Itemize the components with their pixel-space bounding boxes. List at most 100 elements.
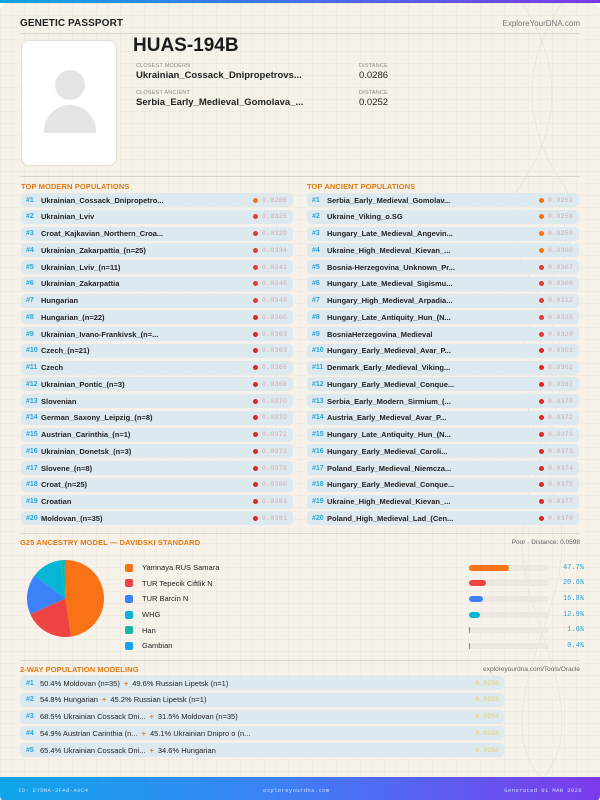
rank: #5 (312, 263, 320, 271)
population-row[interactable]: #7 Hungary_High_Medieval_Arpadia... 0.0312 (307, 293, 579, 308)
component-percent: 0.4% (567, 641, 584, 650)
population-row[interactable]: #16 Ukrainian_Donetsk_(n=3) 0.0373 (21, 444, 293, 459)
population-row[interactable]: #5 Ukrainian_Lviv_(n=11) 0.0341 (21, 260, 293, 274)
distance-value: 0.0373 (548, 431, 574, 438)
fit-dot-icon (253, 247, 258, 253)
rank: #4 (26, 246, 34, 254)
population-row[interactable]: #10 Czech_(n=21) 0.0363 (21, 343, 293, 358)
population-name: Ukrainian_Pontic_(n=3) (41, 379, 125, 389)
site-link[interactable]: ExploreYourDNA.com (502, 18, 580, 28)
model-row[interactable]: #3 68.5% Ukrainian Cossack Dni... +31.5% M… (20, 709, 504, 724)
population-row[interactable]: #5 Bosnia-Herzegovina_Unknown_Pr... 0.0307 (307, 260, 579, 274)
population-row[interactable]: #7 Hungarian 0.0348 (21, 293, 293, 308)
population-row[interactable]: #17 Poland_Early_Medieval_Niemcza... 0.037… (307, 461, 579, 475)
population-name: Bosnia-Herzegovina_Unknown_Pr... (327, 262, 455, 272)
plus-icon: + (149, 745, 154, 755)
population-name: Austria_Early_Medieval_Avar_P... (327, 413, 447, 423)
population-row[interactable]: #20 Poland_High_Medieval_Lad_(Cen... 0.037… (307, 511, 579, 526)
distance-value: 0.0286 (262, 196, 288, 204)
population-row[interactable]: #2 Ukraine_Viking_o.SG 0.0258 (307, 209, 579, 224)
avatar-head-icon (55, 70, 85, 100)
population-row[interactable]: #3 Hungary_Late_Medieval_Angevin... 0.0259 (307, 226, 579, 241)
source-a: 54.8% Hungarian (40, 695, 98, 705)
population-row[interactable]: #9 Ukrainian_Ivano-Frankivsk_(n=... 0.0363 (21, 327, 293, 341)
bar-fill (469, 564, 509, 571)
distance-value: 0.0368 (262, 380, 288, 388)
population-row[interactable]: #4 Ukraine_High_Medieval_Kievan_... 0.0300 (307, 243, 579, 258)
distance-value: 0.0363 (262, 347, 288, 355)
footer-site-link[interactable]: exploreyourdna.com (262, 786, 330, 794)
population-name: Hungarian (41, 296, 79, 305)
population-row[interactable]: #12 Hungary_Early_Medieval_Conque... 0.036… (307, 377, 579, 392)
population-row[interactable]: #14 German_Saxony_Leipzig_(n=8) 0.0372 (21, 410, 293, 425)
distance-value: 0.0373 (548, 447, 574, 455)
fit-dot-icon (253, 448, 258, 454)
distance-value: 0.0329 (262, 230, 288, 237)
oracle-link[interactable]: exploreyourdna.com/Tools/Oracle (483, 666, 580, 673)
population-row[interactable]: #2 Ukrainian_Lviv 0.0325 (21, 209, 293, 224)
modern-population-list: #1 Ukrainian_Cossack_Dnipropetro... 0.0286… (21, 193, 293, 528)
population-row[interactable]: #1 Serbia_Early_Medieval_Gomolav... 0.0252 (307, 193, 579, 207)
model-row[interactable]: #4 54.9% Austrian Carinthia (n... +45.1% U… (20, 726, 504, 741)
bar-track (469, 580, 549, 587)
population-row[interactable]: #6 Ukrainian_Zakarpattia 0.0346 (21, 276, 293, 291)
rank: #17 (312, 464, 324, 472)
population-name: Ukrainian_Zakarpattia (41, 279, 120, 289)
population-row[interactable]: #8 Hungary_Late_Antiquity_Hun_(N... 0.0325 (307, 310, 579, 325)
rank: #14 (26, 414, 38, 422)
fit-dot-icon (539, 381, 544, 387)
rank: #13 (312, 397, 324, 405)
population-row[interactable]: #20 Moldovan_(n=35) 0.0381 (21, 511, 293, 526)
population-row[interactable]: #19 Croatian 0.0381 (21, 494, 293, 509)
population-row[interactable]: #18 Croat_(n=25) 0.0380 (21, 477, 293, 492)
source-b: 34.6% Hungarian (157, 745, 216, 755)
rank: #10 (26, 347, 38, 355)
modern-section-title: TOP MODERN POPULATIONS (21, 182, 130, 191)
population-row[interactable]: #19 Ukraine_High_Medieval_Kievan_... 0.037… (307, 494, 579, 509)
distance-value: 0.0363 (262, 330, 288, 338)
closest-modern-label: CLOSEST MODERN (136, 63, 191, 69)
population-row[interactable]: #13 Serbia_Early_Modern_Sirmium_(... 0.037… (307, 394, 579, 408)
population-row[interactable]: #15 Hungary_Late_Antiquity_Hun_(N... 0.037… (307, 427, 579, 442)
population-row[interactable]: #11 Denmark_Early_Medieval_Viking... 0.036… (307, 360, 579, 375)
population-row[interactable]: #15 Austrian_Carinthia_(n=1) 0.0372 (21, 427, 293, 442)
legend-item: TUR Tepecik Ciftlik N (125, 576, 219, 592)
model-row[interactable]: #1 50.4% Moldovan (n=35) +49.6% Russian Li… (20, 676, 504, 690)
population-name: Ukraine_High_Medieval_Kievan_... (327, 245, 451, 255)
population-row[interactable]: #17 Slovene_(n=8) 0.0378 (21, 461, 293, 475)
population-row[interactable]: #11 Czech 0.0365 (21, 360, 293, 375)
fit-dot-icon (539, 415, 544, 421)
pie-slice (30, 598, 72, 637)
rank: #1 (26, 679, 34, 687)
fit-dot-icon (253, 398, 258, 404)
model-text: 54.9% Austrian Carinthia (n... +45.1% Ukr… (40, 729, 464, 738)
model-text: 68.5% Ukrainian Cossack Dni... +31.5% Mol… (40, 712, 464, 721)
model-row[interactable]: #2 54.8% Hungarian +45.2% Russian Lipetsk … (20, 692, 504, 707)
population-row[interactable]: #12 Ukrainian_Pontic_(n=3) 0.0368 (21, 377, 293, 392)
ancient-population-list: #1 Serbia_Early_Medieval_Gomolav... 0.0252… (307, 193, 579, 528)
population-row[interactable]: #1 Ukrainian_Cossack_Dnipropetro... 0.0286 (21, 193, 293, 207)
population-name: Czech_(n=21) (41, 346, 90, 356)
population-row[interactable]: #4 Ukrainian_Zakarpattia_(n=25) 0.0334 (21, 243, 293, 258)
model-row[interactable]: #5 65.4% Ukrainian Cossack Dni... +34.6% H… (20, 743, 504, 758)
population-row[interactable]: #8 Hungarian_(n=22) 0.0360 (21, 310, 293, 325)
rank: #10 (312, 347, 324, 355)
population-row[interactable]: #9 BosniaHerzegovina_Medieval 0.0328 (307, 327, 579, 341)
population-row[interactable]: #3 Croat_Kajkavian_Northern_Croa... 0.0329 (21, 226, 293, 241)
population-row[interactable]: #13 Slovenian 0.0370 (21, 394, 293, 408)
rank: #16 (26, 447, 38, 455)
two-way-model-list: #1 50.4% Moldovan (n=35) +49.6% Russian Li… (20, 676, 504, 760)
divider (20, 533, 580, 534)
rank: #2 (312, 213, 320, 221)
rank: #5 (26, 746, 34, 754)
population-row[interactable]: #14 Austria_Early_Medieval_Avar_P... 0.037… (307, 410, 579, 425)
population-row[interactable]: #10 Hungary_Early_Medieval_Avar_P... 0.035… (307, 343, 579, 358)
fit-dot-icon (253, 415, 258, 421)
population-name: Croat_(n=25) (41, 480, 88, 490)
population-row[interactable]: #18 Hungary_Early_Medieval_Conque... 0.037… (307, 477, 579, 492)
population-row[interactable]: #16 Hungary_Early_Medieval_Caroli... 0.037… (307, 444, 579, 459)
population-row[interactable]: #6 Hungary_Late_Medieval_Sigismu... 0.0309 (307, 276, 579, 291)
passport-id: ID: EYDNA-2FA8-A9C4 (18, 786, 89, 794)
population-name: Hungary_Late_Antiquity_Hun_(N... (327, 430, 451, 439)
fit-dot-icon (253, 515, 258, 521)
